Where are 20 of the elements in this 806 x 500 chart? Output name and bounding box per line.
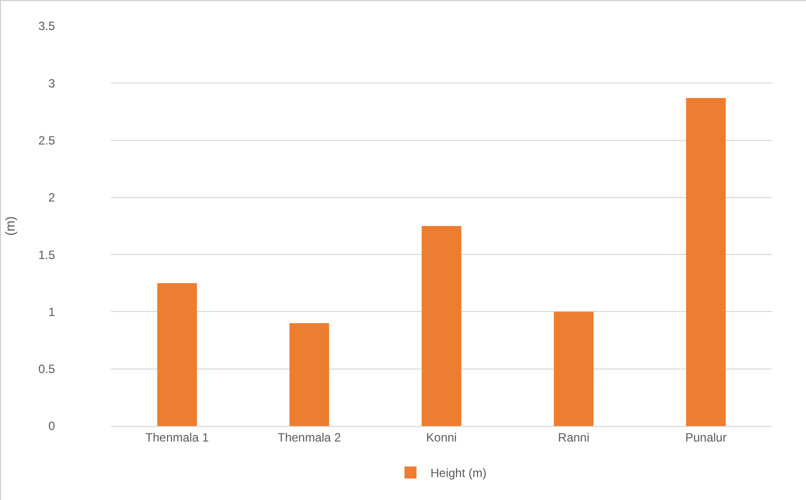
y-tick-label: 1 — [48, 304, 56, 319]
y-tick-label: 0.5 — [38, 362, 56, 376]
y-tick-label: 2.5 — [38, 133, 56, 148]
y-tick-label: 1.5 — [38, 248, 56, 262]
y-tick-label: 0 — [48, 419, 56, 434]
x-tick-label: Thenmala 1 — [145, 430, 210, 444]
y-axis-title: (m) — [2, 216, 18, 236]
x-tick-label: Konni — [426, 430, 457, 444]
bar — [686, 98, 726, 426]
bar — [422, 226, 462, 426]
y-tick-label: 2 — [48, 190, 56, 205]
legend-label: Height (m) — [430, 466, 487, 480]
x-tick-label: Punalur — [685, 430, 727, 444]
bar — [157, 283, 197, 426]
bar — [289, 323, 330, 426]
y-tick-label: 3 — [48, 76, 56, 90]
y-tick-label: 3.5 — [38, 19, 56, 34]
bar — [554, 312, 594, 426]
x-tick-label: Thenmala 2 — [278, 430, 342, 444]
x-tick-label: Ranni — [558, 430, 590, 444]
